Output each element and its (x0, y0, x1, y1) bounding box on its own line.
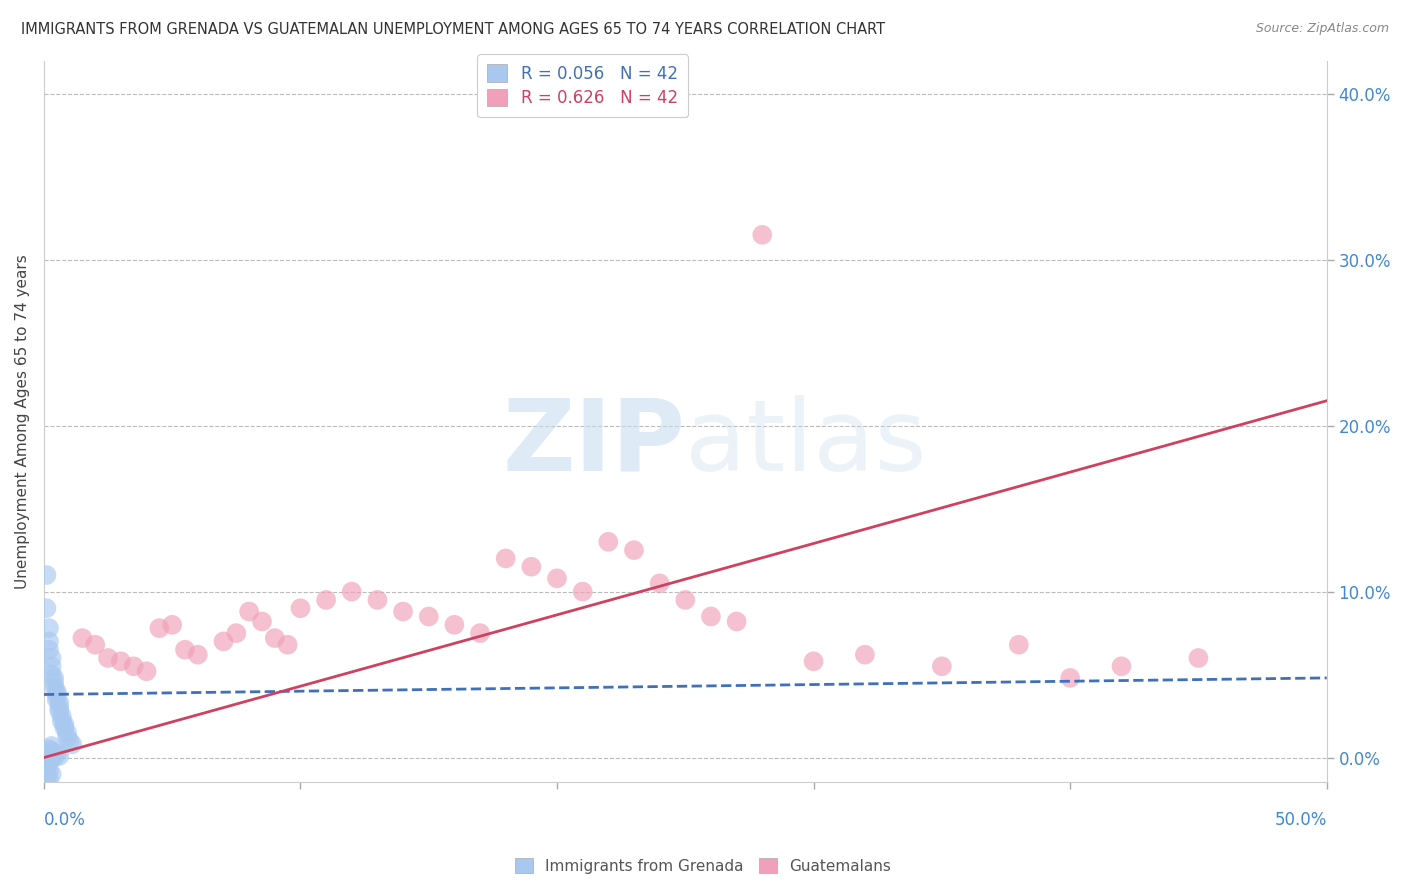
Point (931, 659, 953, 673)
Point (60, 737, 83, 751)
Point (803, 654, 825, 668)
Point (51, 714, 73, 728)
Point (725, 615, 748, 629)
Point (41, 659, 63, 673)
Point (623, 543, 645, 558)
Point (56, 725, 79, 739)
Point (38, 748, 60, 763)
Point (41, 651, 63, 665)
Point (392, 605, 415, 619)
Point (41, 667, 63, 681)
Point (110, 654, 132, 668)
Y-axis label: Unemployment Among Ages 65 to 74 years: Unemployment Among Ages 65 to 74 years (15, 254, 30, 589)
Point (35, 750, 58, 764)
Point (45, 688, 67, 702)
Point (45, 747, 67, 762)
Text: 0.0%: 0.0% (44, 812, 86, 830)
Point (44, 676, 66, 690)
Point (38, 634, 60, 648)
Point (38, 621, 60, 635)
Point (853, 648, 876, 662)
Point (48, 700, 70, 714)
Point (41, 767, 63, 781)
Text: IMMIGRANTS FROM GRENADA VS GUATEMALAN UNEMPLOYMENT AMONG AGES 65 TO 74 YEARS COR: IMMIGRANTS FROM GRENADA VS GUATEMALAN UN… (21, 22, 886, 37)
Text: ZIP: ZIP (502, 394, 685, 491)
Point (35, 771, 58, 785)
Point (35, 759, 58, 773)
Point (38, 756, 60, 770)
Text: Source: ZipAtlas.com: Source: ZipAtlas.com (1256, 22, 1389, 36)
Point (41, 739, 63, 753)
Point (1008, 638, 1031, 652)
Point (48, 696, 70, 710)
Text: atlas: atlas (685, 394, 927, 491)
Point (468, 626, 491, 640)
Point (250, 615, 273, 629)
Point (1111, 659, 1133, 673)
Point (48, 748, 70, 763)
Point (277, 638, 299, 652)
Point (84, 638, 107, 652)
Point (45, 684, 67, 698)
Point (673, 593, 696, 607)
Point (72, 631, 94, 645)
Point (41, 744, 63, 758)
Point (35, 601, 58, 615)
Point (571, 584, 593, 599)
Point (35, 568, 58, 582)
Point (315, 593, 337, 607)
Point (751, 227, 773, 242)
Legend: Immigrants from Grenada, Guatemalans: Immigrants from Grenada, Guatemalans (509, 852, 897, 880)
Point (212, 634, 235, 648)
Point (366, 593, 388, 607)
Point (160, 617, 183, 632)
Point (495, 551, 517, 566)
Point (238, 605, 260, 619)
Point (546, 571, 568, 585)
Point (51, 709, 73, 723)
Point (38, 764, 60, 778)
Point (56, 731, 79, 745)
Point (44, 750, 66, 764)
Point (598, 534, 620, 549)
Point (418, 609, 440, 624)
Legend: R = 0.056   N = 42, R = 0.626   N = 42: R = 0.056 N = 42, R = 0.626 N = 42 (478, 54, 688, 118)
Point (648, 576, 671, 591)
Point (97, 651, 120, 665)
Text: 50.0%: 50.0% (1274, 812, 1327, 830)
Point (443, 617, 465, 632)
Point (700, 609, 723, 624)
Point (44, 746, 66, 760)
Point (38, 772, 60, 786)
Point (520, 559, 543, 574)
Point (1059, 671, 1081, 685)
Point (44, 681, 66, 695)
Point (38, 742, 60, 756)
Point (290, 601, 312, 615)
Point (58, 734, 80, 748)
Point (44, 671, 66, 685)
Point (148, 621, 170, 635)
Point (174, 642, 197, 657)
Point (340, 584, 363, 599)
Point (135, 665, 157, 679)
Point (225, 626, 247, 640)
Point (263, 631, 285, 645)
Point (53, 717, 76, 731)
Point (38, 642, 60, 657)
Point (122, 659, 145, 673)
Point (48, 704, 70, 718)
Point (45, 692, 67, 706)
Point (53, 721, 76, 735)
Point (1187, 651, 1209, 665)
Point (187, 648, 209, 662)
Point (35, 747, 58, 762)
Point (41, 750, 63, 764)
